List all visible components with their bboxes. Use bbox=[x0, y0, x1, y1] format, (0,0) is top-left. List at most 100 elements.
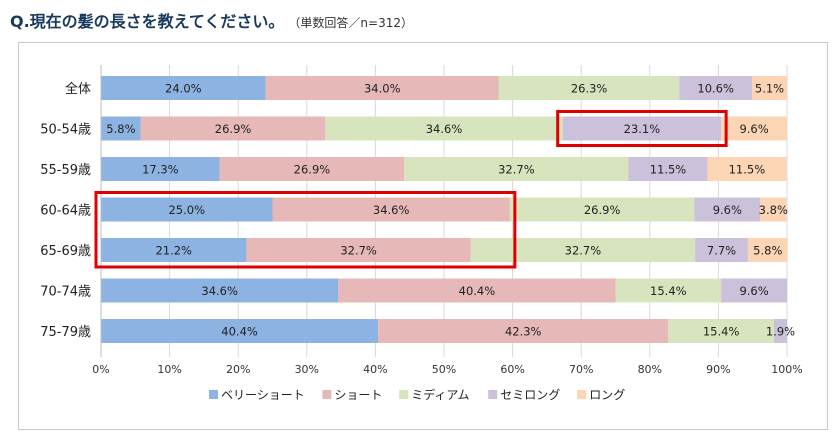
bar-segment bbox=[773, 319, 787, 343]
category-label: 55-59歳 bbox=[40, 163, 91, 178]
data-label: 40.4% bbox=[459, 284, 496, 298]
legend-swatch bbox=[209, 390, 218, 399]
bar-segment bbox=[707, 157, 787, 181]
category-label: 50-54歳 bbox=[40, 123, 91, 138]
data-label: 9.6% bbox=[739, 284, 768, 298]
bar-segment bbox=[325, 116, 563, 141]
bar-segment bbox=[470, 238, 696, 262]
bar-segment bbox=[101, 278, 339, 303]
bar-segment bbox=[721, 278, 787, 303]
data-label: 7.7% bbox=[707, 244, 736, 258]
data-label: 34.6% bbox=[201, 284, 238, 298]
bar-segment bbox=[101, 319, 379, 343]
data-label: 25.0% bbox=[168, 203, 205, 217]
legend-label: ミディアム bbox=[411, 387, 469, 402]
data-label: 26.9% bbox=[294, 163, 331, 177]
category-label: 65-69歳 bbox=[40, 244, 91, 259]
data-label: 17.3% bbox=[142, 163, 179, 177]
data-label: 5.1% bbox=[755, 82, 784, 96]
data-label: 9.6% bbox=[739, 122, 768, 136]
data-label: 32.7% bbox=[565, 244, 602, 258]
data-label: 10.6% bbox=[697, 82, 734, 96]
bar-segment bbox=[615, 278, 722, 303]
data-label: 34.6% bbox=[373, 203, 410, 217]
bar-segment bbox=[272, 197, 510, 222]
data-label: 21.2% bbox=[155, 244, 192, 258]
bar-segment bbox=[338, 278, 616, 303]
highlight-box bbox=[556, 110, 728, 147]
legend-swatch bbox=[577, 390, 587, 399]
bar-segment bbox=[140, 116, 326, 141]
bar-segment bbox=[509, 197, 695, 222]
data-label: 15.4% bbox=[650, 284, 687, 298]
x-tick-label: 40% bbox=[363, 363, 387, 376]
data-label: 26.9% bbox=[584, 203, 621, 217]
legend-swatch bbox=[322, 390, 332, 399]
bar-segment bbox=[101, 238, 247, 262]
data-label: 5.8% bbox=[106, 122, 135, 136]
bar-segment bbox=[219, 157, 405, 181]
bar-segment bbox=[747, 238, 788, 262]
data-label: 24.0% bbox=[165, 82, 202, 96]
bar-segment bbox=[668, 319, 774, 343]
category-label: 全体 bbox=[65, 81, 91, 97]
legend-swatch bbox=[399, 390, 409, 399]
sample-note: （単数回答／n=312） bbox=[294, 16, 413, 30]
bar-segment bbox=[760, 197, 787, 222]
data-label: 5.8% bbox=[753, 244, 782, 258]
data-label: 3.8% bbox=[759, 203, 788, 217]
data-label: 42.3% bbox=[505, 325, 542, 339]
question-text: Q.現在の髪の長さを教えてください。 bbox=[10, 12, 285, 31]
highlight-box bbox=[94, 191, 517, 269]
x-tick-label: 90% bbox=[706, 363, 730, 376]
bar-segment bbox=[721, 116, 787, 141]
legend-label: ベリーショート bbox=[221, 388, 305, 402]
bar-segment bbox=[101, 157, 220, 181]
bar-segment bbox=[628, 157, 708, 181]
data-label: 11.5% bbox=[650, 163, 687, 177]
legend-label: ロング bbox=[589, 388, 625, 402]
data-label: 9.6% bbox=[713, 203, 742, 217]
data-label: 1.9% bbox=[766, 325, 795, 339]
x-tick-label: 60% bbox=[500, 363, 524, 376]
bar-segment bbox=[101, 76, 266, 100]
legend-swatch bbox=[488, 390, 498, 399]
category-label: 60-64歳 bbox=[40, 204, 91, 219]
x-tick-label: 70% bbox=[569, 363, 593, 376]
data-label: 32.7% bbox=[498, 163, 535, 177]
data-label: 34.6% bbox=[426, 122, 463, 136]
legend-label: セミロング bbox=[500, 388, 560, 402]
x-tick-label: 100% bbox=[771, 363, 802, 376]
bar-segment bbox=[562, 116, 722, 141]
bar-segment bbox=[378, 319, 669, 343]
category-label: 75-79歳 bbox=[40, 325, 91, 340]
data-label: 40.4% bbox=[221, 325, 258, 339]
bar-segment bbox=[498, 76, 680, 100]
x-tick-label: 50% bbox=[432, 363, 456, 376]
bar-segment bbox=[101, 197, 273, 222]
x-tick-label: 0% bbox=[92, 363, 109, 376]
data-label: 11.5% bbox=[729, 163, 766, 177]
x-tick-label: 20% bbox=[226, 363, 250, 376]
data-label: 26.3% bbox=[571, 82, 608, 96]
bar-segment bbox=[246, 238, 471, 262]
data-label: 26.9% bbox=[215, 122, 252, 136]
bar-segment bbox=[695, 238, 748, 262]
x-tick-label: 80% bbox=[638, 363, 662, 376]
bar-segment bbox=[694, 197, 761, 222]
data-label: 34.0% bbox=[364, 82, 401, 96]
data-label: 15.4% bbox=[703, 325, 740, 339]
bar-segment bbox=[752, 76, 787, 100]
x-tick-label: 30% bbox=[295, 363, 319, 376]
chart-panel: 0% 10% 20% 30% 40% 50% 60% 70% 80% 90% 100% 全体 24.0%… bbox=[18, 42, 828, 430]
bar-segment bbox=[101, 116, 141, 141]
bar-segment bbox=[404, 157, 629, 181]
stacked-bar-chart: 0% 10% 20% 30% 40% 50% 60% 70% 80% 90% 100% 全体 24.0%… bbox=[40, 65, 803, 402]
data-label: 23.1% bbox=[624, 122, 661, 136]
x-tick-label: 10% bbox=[157, 363, 181, 376]
data-label: 32.7% bbox=[340, 244, 377, 258]
category-label: 70-74歳 bbox=[40, 285, 91, 300]
legend-label: ショート bbox=[334, 388, 382, 402]
bar-segment bbox=[679, 76, 753, 100]
question-title: Q.現在の髪の長さを教えてください。 （単数回答／n=312） bbox=[10, 8, 413, 32]
